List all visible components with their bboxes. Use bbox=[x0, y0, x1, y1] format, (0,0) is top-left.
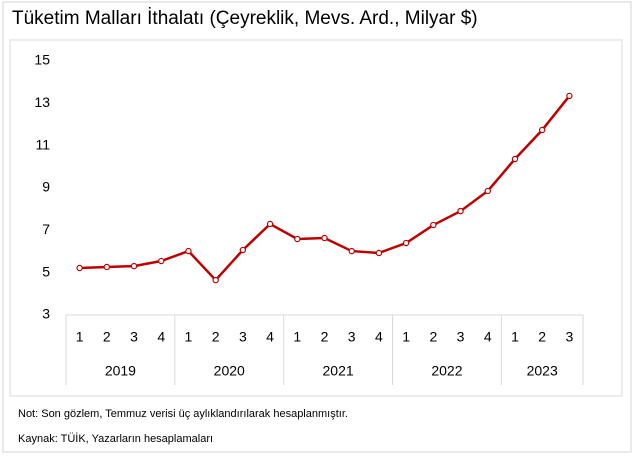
x-tick-label: 3 bbox=[457, 329, 465, 345]
x-tick-label: 4 bbox=[484, 329, 492, 345]
y-tick-label: 3 bbox=[42, 306, 50, 322]
x-tick-label: 2 bbox=[321, 329, 329, 345]
x-tick-label: 1 bbox=[293, 329, 301, 345]
source: Kaynak: TÜİK, Yazarların hesaplamaları bbox=[18, 432, 213, 445]
x-tick-label: 4 bbox=[266, 329, 274, 345]
data-point bbox=[484, 187, 491, 195]
data-point bbox=[130, 262, 138, 270]
year-label: 2021 bbox=[323, 363, 354, 379]
data-point bbox=[76, 264, 83, 272]
x-tick-label: 2 bbox=[538, 329, 546, 345]
x-tick-label: 1 bbox=[402, 329, 410, 345]
data-point bbox=[321, 234, 328, 242]
chart-title: Tüketim Malları İthalatı (Çeyreklik, Mev… bbox=[12, 8, 478, 29]
x-tick-label: 2 bbox=[212, 329, 220, 345]
x-tick-label: 3 bbox=[239, 329, 247, 345]
x-tick-label: 2 bbox=[103, 329, 111, 345]
data-point bbox=[402, 239, 410, 247]
data-point bbox=[294, 235, 301, 243]
year-label: 2019 bbox=[105, 363, 136, 379]
note: Not: Son gözlem, Temmuz verisi üç aylıkl… bbox=[18, 408, 348, 420]
data-point bbox=[348, 247, 355, 255]
data-point bbox=[538, 126, 546, 134]
data-point bbox=[185, 247, 192, 255]
x-tick-label: 4 bbox=[375, 329, 383, 345]
data-point bbox=[158, 257, 165, 265]
x-tick-label: 1 bbox=[185, 329, 193, 345]
data-point bbox=[103, 263, 111, 271]
x-tick-label: 1 bbox=[76, 329, 84, 345]
year-label: 2023 bbox=[527, 363, 558, 379]
x-tick-label: 3 bbox=[348, 329, 356, 345]
y-tick-label: 9 bbox=[42, 179, 50, 195]
year-label: 2020 bbox=[214, 363, 245, 379]
y-tick-label: 13 bbox=[34, 94, 50, 110]
y-tick-label: 15 bbox=[34, 52, 50, 68]
data-point bbox=[566, 92, 573, 100]
data-point bbox=[266, 220, 274, 228]
y-tick-label: 5 bbox=[42, 263, 50, 279]
data-point bbox=[239, 246, 247, 254]
data-point bbox=[212, 276, 219, 284]
data-point bbox=[511, 155, 519, 163]
data-point bbox=[430, 221, 437, 229]
year-label: 2022 bbox=[431, 363, 462, 379]
y-tick-label: 11 bbox=[35, 136, 50, 152]
plot-frame bbox=[9, 39, 623, 397]
x-tick-label: 4 bbox=[157, 329, 165, 345]
data-point bbox=[457, 207, 464, 215]
frame bbox=[2, 1, 632, 453]
x-tick-label: 1 bbox=[511, 329, 519, 345]
x-tick-label: 3 bbox=[130, 329, 138, 345]
x-tick-label: 3 bbox=[565, 329, 573, 345]
y-tick-label: 7 bbox=[42, 221, 50, 237]
data-point bbox=[375, 249, 383, 257]
x-tick-label: 2 bbox=[429, 329, 437, 345]
